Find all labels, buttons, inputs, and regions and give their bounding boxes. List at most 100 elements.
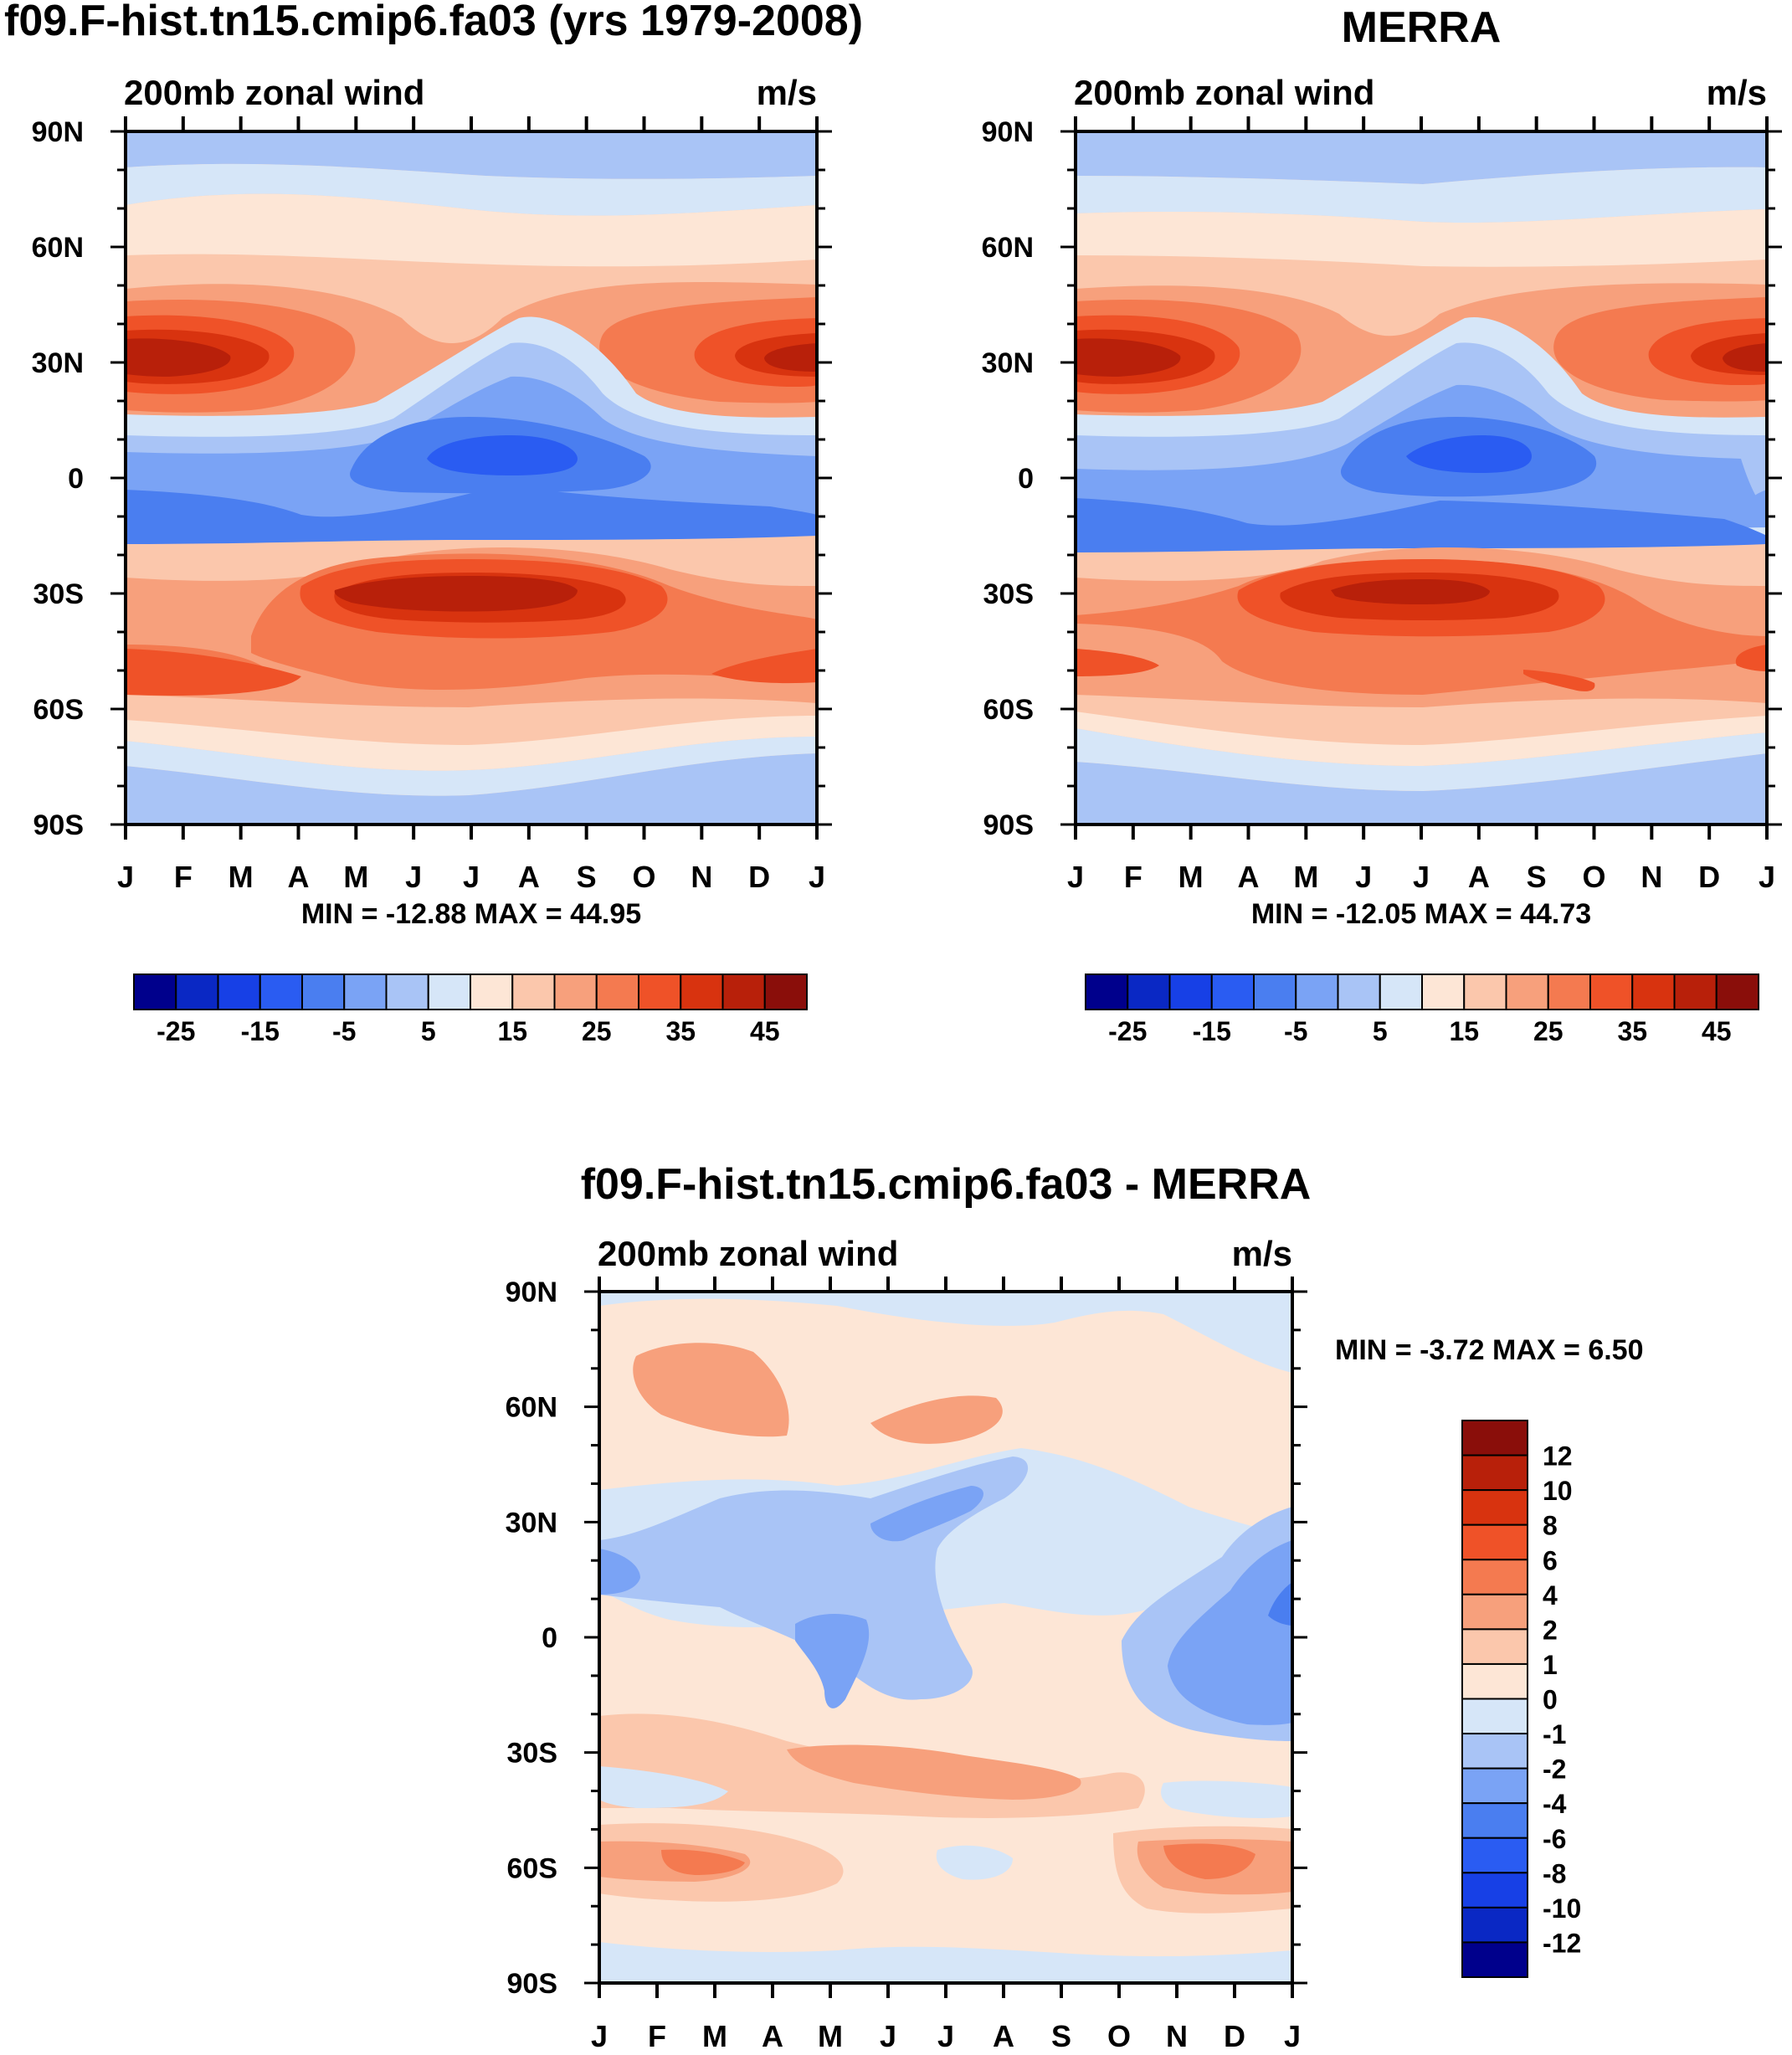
- obs-title: MERRA: [1342, 3, 1502, 52]
- diff-title: f09.F-hist.tn15.cmip6.fa03 - MERRA: [581, 1160, 1312, 1209]
- contour-south-polar-light: [126, 737, 817, 796]
- x-tick-label: N: [691, 860, 712, 894]
- diff-stats: MIN = -3.72 MAX = 6.50: [1335, 1334, 1644, 1366]
- colorbar-swatch: [1461, 1767, 1528, 1805]
- colorbar-swatch: [1379, 974, 1423, 1010]
- colorbar-swatch: [1461, 1906, 1528, 1944]
- colorbar-label: 8: [1543, 1511, 1558, 1541]
- colorbar-label: 45: [750, 1016, 780, 1046]
- contour-nh-neg-2-west: [599, 1549, 640, 1595]
- diff-field: [599, 1292, 1292, 1983]
- colorbar-swatch: [1461, 1454, 1528, 1492]
- colorbar-swatch: [1631, 974, 1676, 1010]
- x-tick-label: M: [343, 860, 368, 894]
- colorbar-label: 25: [1533, 1016, 1564, 1046]
- x-tick-label: M: [702, 2019, 727, 2053]
- x-tick-label: F: [648, 2019, 666, 2053]
- colorbar-label: 4: [1543, 1580, 1558, 1611]
- x-tick-label: N: [1641, 860, 1662, 894]
- colorbar-label: -6: [1543, 1824, 1566, 1854]
- colorbar-swatch: [1461, 1523, 1528, 1561]
- contour-east-edge-m5: [1747, 490, 1767, 523]
- x-tick-label: M: [818, 2019, 843, 2053]
- colorbar-label: -15: [1193, 1016, 1231, 1046]
- y-tick-label: 30N: [506, 1507, 557, 1539]
- contour-nh-positive: [633, 1343, 1003, 1444]
- model-subtitle: 200mb zonal wind: [124, 73, 424, 112]
- contour-north-polar: [1076, 131, 1767, 184]
- colorbar-swatch: [680, 974, 724, 1010]
- colorbar-swatch: [1461, 1559, 1528, 1595]
- colorbar-label: 5: [421, 1016, 436, 1046]
- x-tick-label: S: [1051, 2019, 1071, 2053]
- colorbar-swatch: [1337, 974, 1381, 1010]
- y-tick-label: 0: [68, 463, 84, 495]
- y-tick-label: 60S: [983, 694, 1035, 726]
- colorbar-swatch: [133, 974, 177, 1010]
- x-tick-label: J: [591, 2019, 608, 2053]
- colorbar-swatch: [259, 974, 303, 1010]
- x-tick-label: A: [1468, 860, 1490, 894]
- contour-tropics-m10: [1076, 498, 1767, 552]
- obs-stats: MIN = -12.05 MAX = 44.73: [1251, 898, 1591, 930]
- contour-south-mid-light: [126, 716, 817, 771]
- colorbar-label: 45: [1702, 1016, 1732, 1046]
- contour-sh-jet-east-35: [711, 649, 817, 684]
- y-tick-label: 90S: [507, 1968, 558, 2000]
- x-tick-label: J: [463, 860, 480, 894]
- colorbar-swatch: [427, 974, 471, 1010]
- colorbar-label: 35: [665, 1016, 696, 1046]
- obs-y-axis: 90N 60N 30N 0 30S 60S 90S: [982, 116, 1782, 841]
- model-title: f09.F-hist.tn15.cmip6.fa03 (yrs 1979-200…: [4, 0, 863, 45]
- x-tick-label: A: [518, 860, 540, 894]
- colorbar-swatch: [1295, 974, 1339, 1010]
- contour-sh-negative-band: [599, 1766, 1292, 1818]
- colorbar-label: -5: [332, 1016, 356, 1046]
- contour-nh-jet-45: [126, 338, 231, 377]
- y-tick-label: 90N: [506, 1277, 557, 1308]
- x-tick-label: A: [1238, 860, 1260, 894]
- x-tick-label: S: [1527, 860, 1547, 894]
- model-colorbar: -25 -15 -5 5 15 25 35 45: [133, 974, 808, 1046]
- x-tick-label: F: [174, 860, 193, 894]
- colorbar-swatch: [1461, 1941, 1528, 1978]
- x-tick-label: M: [1178, 860, 1204, 894]
- colorbar-label: 25: [582, 1016, 612, 1046]
- contour-tropics-m15: [427, 435, 578, 475]
- contour-north-mid-light: [1076, 209, 1767, 267]
- colorbar-swatch: [1547, 974, 1591, 1010]
- x-tick-label: A: [288, 860, 310, 894]
- colorbar-swatch: [553, 974, 598, 1010]
- contour-sh-jet-40: [1331, 579, 1490, 604]
- y-tick-label: 30N: [32, 347, 84, 379]
- contour-north-mid-light: [126, 193, 817, 267]
- x-tick-label: J: [1413, 860, 1430, 894]
- y-tick-label: 90S: [983, 809, 1035, 841]
- contour-tropics-m15: [1406, 435, 1532, 473]
- x-tick-label: D: [748, 860, 770, 894]
- colorbar-swatch: [1505, 974, 1549, 1010]
- colorbar-swatch: [1589, 974, 1634, 1010]
- colorbar-swatch: [595, 974, 639, 1010]
- x-tick-label: D: [1698, 860, 1720, 894]
- colorbar-label: 15: [1449, 1016, 1479, 1046]
- contour-tropics-m10: [126, 485, 817, 544]
- y-tick-label: 60S: [507, 1852, 558, 1884]
- obs-units: m/s: [1707, 73, 1767, 112]
- x-tick-label: J: [1067, 860, 1084, 894]
- model-field: [126, 131, 817, 825]
- contour-sh-jet-streak: [1523, 670, 1595, 691]
- colorbar-label: -4: [1543, 1789, 1567, 1819]
- colorbar-swatch: [301, 974, 346, 1010]
- colorbar-swatch: [721, 974, 766, 1010]
- contour-nh-band-negative: [599, 1292, 1292, 1373]
- colorbar-label: -8: [1543, 1858, 1566, 1888]
- model-units: m/s: [757, 73, 817, 112]
- y-tick-label: 90N: [32, 116, 84, 148]
- colorbar-label: 6: [1543, 1545, 1558, 1575]
- colorbar-swatch: [1085, 974, 1129, 1010]
- contour-north-polar-light: [1076, 167, 1767, 223]
- colorbar-swatch: [1127, 974, 1171, 1010]
- model-y-axis: 90N 60N 30N 0 30S 60S 90S: [32, 116, 832, 841]
